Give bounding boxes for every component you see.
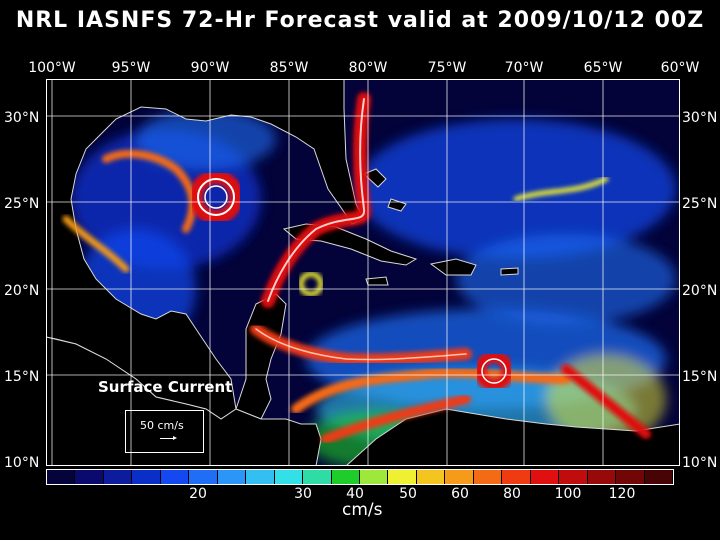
colorbar-cell — [502, 470, 531, 484]
reference-arrow-icon — [160, 436, 177, 440]
colorbar-tick-30: 30 — [294, 486, 312, 502]
lon-label-95w: 95°W — [111, 60, 151, 76]
south-america-coast — [345, 408, 680, 466]
colorbar-tick-50: 50 — [399, 486, 417, 502]
colorbar-cell — [246, 470, 275, 484]
colorbar-cell — [445, 470, 474, 484]
lat-label-20n-left: 20°N — [4, 283, 40, 299]
graticule — [46, 79, 680, 466]
colorbar-cell — [530, 470, 560, 484]
colorbar-tick-100: 100 — [554, 486, 582, 502]
lon-label-100w: 100°W — [28, 60, 76, 76]
colorbar-cell — [132, 470, 161, 484]
reference-vector-label: 50 cm/s — [140, 419, 184, 432]
loop-current-eddy — [189, 170, 243, 224]
lon-label-90w: 90°W — [190, 60, 230, 76]
colorbar-cell — [359, 470, 389, 484]
colorbar-cell — [473, 470, 503, 484]
colorbar-cell — [189, 470, 218, 484]
colorbar — [46, 469, 674, 485]
lon-label-60w: 60°W — [660, 60, 700, 76]
colorbar-cell — [303, 470, 332, 484]
lat-label-10n-right: 10°N — [682, 455, 718, 471]
lat-label-25n-right: 25°N — [682, 196, 718, 212]
colorbar-tick-80: 80 — [503, 486, 521, 502]
lat-label-10n-left: 10°N — [4, 455, 40, 471]
lon-label-85w: 85°W — [269, 60, 309, 76]
map-frame — [46, 79, 680, 466]
colorbar-unit: cm/s — [342, 500, 383, 520]
lat-label-20n-right: 20°N — [682, 283, 718, 299]
colorbar-tick-120: 120 — [608, 486, 636, 502]
yucatan-peninsula — [235, 293, 287, 420]
colorbar-cell — [75, 470, 104, 484]
reference-vector-box: 50 cm/s — [125, 410, 204, 453]
colorbar-tick-60: 60 — [451, 486, 469, 502]
surface-current-label: Surface Current — [98, 378, 233, 396]
colorbar-cell — [616, 470, 645, 484]
map-title: NRL IASNFS 72-Hr Forecast valid at 2009/… — [15, 8, 705, 33]
lat-label-15n-left: 15°N — [4, 369, 40, 385]
jamaica — [365, 276, 389, 286]
colorbar-cell — [103, 470, 133, 484]
colorbar-cell — [47, 470, 76, 484]
lat-label-30n-right: 30°N — [682, 110, 718, 126]
central-america — [46, 336, 322, 466]
lon-label-80w: 80°W — [348, 60, 388, 76]
colorbar-cell — [331, 470, 360, 484]
colorbar-cell — [217, 470, 247, 484]
puerto-rico — [500, 267, 519, 276]
hispaniola — [429, 258, 477, 276]
colorbar-cell — [388, 470, 417, 484]
colorbar-tick-20: 20 — [189, 486, 207, 502]
colorbar-cell — [160, 470, 190, 484]
lon-label-70w: 70°W — [504, 60, 544, 76]
lat-label-25n-left: 25°N — [4, 196, 40, 212]
colorbar-cell — [416, 470, 446, 484]
lat-label-30n-left: 30°N — [4, 110, 40, 126]
lon-label-65w: 65°W — [583, 60, 623, 76]
lon-label-75w: 75°W — [427, 60, 467, 76]
lat-label-15n-right: 15°N — [682, 369, 718, 385]
colorbar-tick-40: 40 — [346, 486, 364, 502]
colorbar-cell — [274, 470, 304, 484]
colorbar-cell — [587, 470, 617, 484]
colorbar-cell — [644, 470, 673, 484]
current-speed-map — [46, 79, 680, 466]
caribbean-eddy — [474, 351, 514, 391]
colorbar-cell — [559, 470, 588, 484]
eddies — [189, 170, 514, 391]
